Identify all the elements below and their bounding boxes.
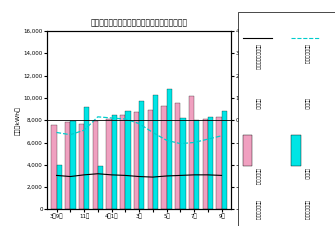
Text: （右軸）: （右軸） [304, 98, 308, 109]
Bar [125, 111, 131, 209]
Bar [161, 106, 166, 209]
Text: 発電実績: 発電実績 [304, 168, 308, 180]
Bar [194, 120, 199, 209]
Bar [291, 135, 300, 166]
Bar [106, 119, 112, 209]
Bar [139, 101, 144, 209]
FancyBboxPatch shape [238, 12, 335, 226]
Text: （前年同月比）: （前年同月比） [304, 200, 308, 221]
Bar [120, 115, 125, 209]
Text: （前年同月比）: （前年同月比） [255, 200, 260, 221]
Bar [153, 94, 158, 209]
Bar [84, 107, 89, 209]
Text: 電力需要前年同月比: 電力需要前年同月比 [255, 44, 260, 70]
Text: 電力需要実績: 電力需要実績 [255, 168, 260, 185]
Title: 電力需要実績・発電実績及び前年同月比の推移: 電力需要実績・発電実績及び前年同月比の推移 [90, 18, 188, 27]
Bar [98, 166, 103, 209]
Bar [203, 119, 208, 209]
Text: （右軸）: （右軸） [255, 98, 260, 109]
Bar [243, 135, 252, 166]
Bar [79, 124, 84, 209]
Bar [112, 115, 117, 209]
Bar [216, 117, 221, 209]
Text: 発電前年同月比: 発電前年同月比 [304, 44, 308, 64]
Bar [166, 89, 172, 209]
Bar [147, 110, 153, 209]
Bar [57, 165, 62, 209]
Bar [92, 121, 98, 209]
Bar [208, 117, 213, 209]
Bar [51, 125, 57, 209]
Bar [189, 96, 194, 209]
Bar [180, 118, 186, 209]
Bar [221, 111, 227, 209]
Bar [70, 121, 75, 209]
Y-axis label: （百万kWh）: （百万kWh） [15, 106, 21, 135]
Bar [134, 112, 139, 209]
Bar [175, 104, 180, 209]
Bar [65, 122, 70, 209]
Y-axis label: （%）: （%） [250, 114, 255, 127]
